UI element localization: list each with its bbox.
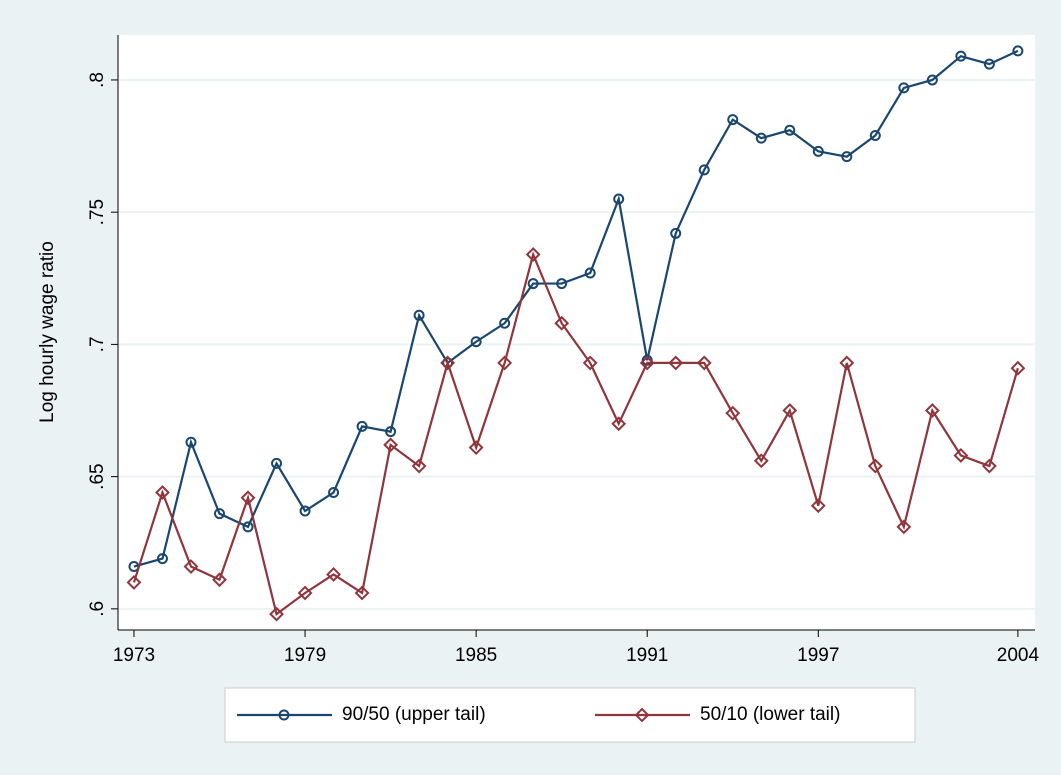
marker bbox=[634, 707, 650, 723]
marker bbox=[668, 355, 684, 371]
marker bbox=[926, 74, 938, 86]
marker bbox=[554, 315, 570, 331]
marker bbox=[869, 129, 881, 141]
marker bbox=[696, 355, 712, 371]
marker bbox=[440, 355, 456, 371]
marker bbox=[955, 50, 967, 62]
marker bbox=[727, 114, 739, 126]
y-axis-title: Log hourly wage ratio bbox=[37, 241, 58, 423]
marker bbox=[214, 508, 226, 520]
marker bbox=[953, 448, 969, 463]
marker bbox=[155, 485, 170, 500]
series-line bbox=[132, 251, 1019, 617]
x-tick-label: 1997 bbox=[797, 645, 839, 666]
marker bbox=[278, 709, 290, 721]
marker bbox=[354, 585, 370, 601]
y-tick-label: .7 bbox=[87, 336, 108, 352]
marker bbox=[782, 403, 798, 418]
marker bbox=[525, 247, 541, 262]
marker bbox=[527, 278, 539, 290]
marker bbox=[983, 58, 995, 70]
marker bbox=[867, 458, 883, 474]
x-tick-label: 1979 bbox=[284, 645, 326, 666]
marker bbox=[185, 436, 197, 448]
marker bbox=[613, 193, 625, 205]
marker bbox=[470, 336, 482, 348]
x-tick-label: 1985 bbox=[455, 645, 497, 666]
marker bbox=[725, 405, 741, 421]
marker bbox=[126, 574, 142, 590]
marker bbox=[499, 317, 511, 329]
marker bbox=[328, 486, 340, 498]
legend-label: 90/50 (upper tail) bbox=[342, 704, 486, 725]
y-tick-label: .65 bbox=[87, 463, 108, 489]
marker bbox=[810, 498, 826, 514]
marker bbox=[1012, 45, 1024, 57]
marker bbox=[582, 355, 598, 371]
marker bbox=[183, 559, 199, 574]
marker bbox=[299, 505, 311, 517]
marker bbox=[497, 355, 513, 371]
marker bbox=[981, 458, 997, 474]
legend-label: 50/10 (lower tail) bbox=[700, 704, 840, 725]
marker bbox=[411, 458, 427, 474]
marker bbox=[670, 227, 682, 239]
marker bbox=[271, 457, 283, 469]
marker bbox=[242, 521, 254, 533]
marker bbox=[698, 164, 710, 176]
marker bbox=[442, 357, 454, 369]
x-tick-label: 1973 bbox=[113, 645, 155, 666]
marker bbox=[385, 426, 397, 438]
series-line bbox=[133, 49, 1019, 568]
marker bbox=[269, 606, 284, 622]
marker bbox=[584, 267, 596, 279]
marker bbox=[468, 440, 484, 455]
marker bbox=[326, 567, 341, 582]
marker bbox=[924, 403, 940, 418]
marker bbox=[755, 132, 767, 144]
marker bbox=[898, 82, 910, 94]
marker bbox=[383, 437, 399, 453]
marker bbox=[156, 553, 168, 565]
x-tick-label: 1991 bbox=[626, 645, 668, 666]
marker bbox=[413, 309, 425, 321]
marker bbox=[212, 572, 227, 588]
plot-area bbox=[118, 35, 1035, 630]
x-tick-label: 2004 bbox=[997, 645, 1040, 666]
marker bbox=[841, 151, 853, 163]
y-tick-label: .6 bbox=[87, 601, 108, 617]
marker bbox=[896, 519, 912, 535]
marker bbox=[784, 124, 796, 136]
marker bbox=[356, 420, 368, 432]
legend-box bbox=[224, 687, 916, 743]
marker bbox=[297, 585, 313, 601]
marker bbox=[812, 145, 824, 157]
marker bbox=[611, 416, 627, 432]
marker bbox=[639, 355, 655, 371]
marker bbox=[240, 490, 256, 506]
marker bbox=[1010, 360, 1026, 376]
y-tick-label: .75 bbox=[87, 199, 108, 225]
marker bbox=[753, 453, 769, 469]
y-tick-label: .8 bbox=[87, 72, 108, 88]
marker bbox=[556, 278, 568, 290]
marker bbox=[839, 355, 855, 371]
